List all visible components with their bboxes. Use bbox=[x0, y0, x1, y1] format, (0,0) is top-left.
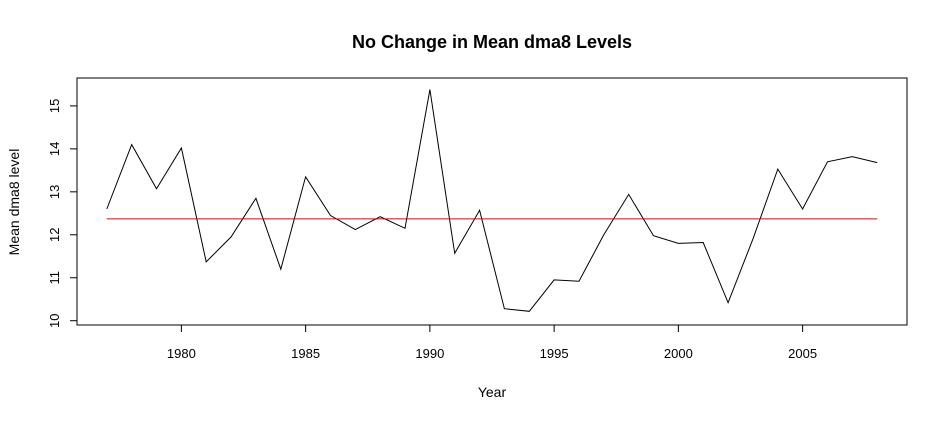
y-tick-label: 12 bbox=[47, 228, 62, 242]
y-tick-label: 15 bbox=[47, 99, 62, 113]
y-tick-label: 13 bbox=[47, 185, 62, 199]
plot-frame bbox=[76, 77, 908, 326]
y-tick-label: 10 bbox=[47, 313, 62, 327]
y-tick-label: 11 bbox=[47, 271, 62, 285]
x-tick-label: 1985 bbox=[291, 346, 320, 361]
series-layer bbox=[106, 89, 878, 312]
x-axis-label: Year bbox=[478, 384, 507, 400]
x-axis: 1980 1985 1990 1995 2000 2005 bbox=[167, 324, 817, 361]
chart-title: No Change in Mean dma8 Levels bbox=[352, 32, 632, 52]
x-tick-label: 1990 bbox=[415, 346, 444, 361]
x-tick-label: 2000 bbox=[664, 346, 693, 361]
y-tick-label: 14 bbox=[47, 142, 62, 156]
x-tick-label: 1980 bbox=[167, 346, 196, 361]
y-axis: 10 11 12 13 14 15 bbox=[47, 99, 78, 328]
series-line-mean-dma8 bbox=[106, 89, 878, 312]
x-tick-label: 2005 bbox=[788, 346, 817, 361]
y-axis-label: Mean dma8 level bbox=[6, 149, 22, 256]
x-tick-label: 1995 bbox=[540, 346, 569, 361]
